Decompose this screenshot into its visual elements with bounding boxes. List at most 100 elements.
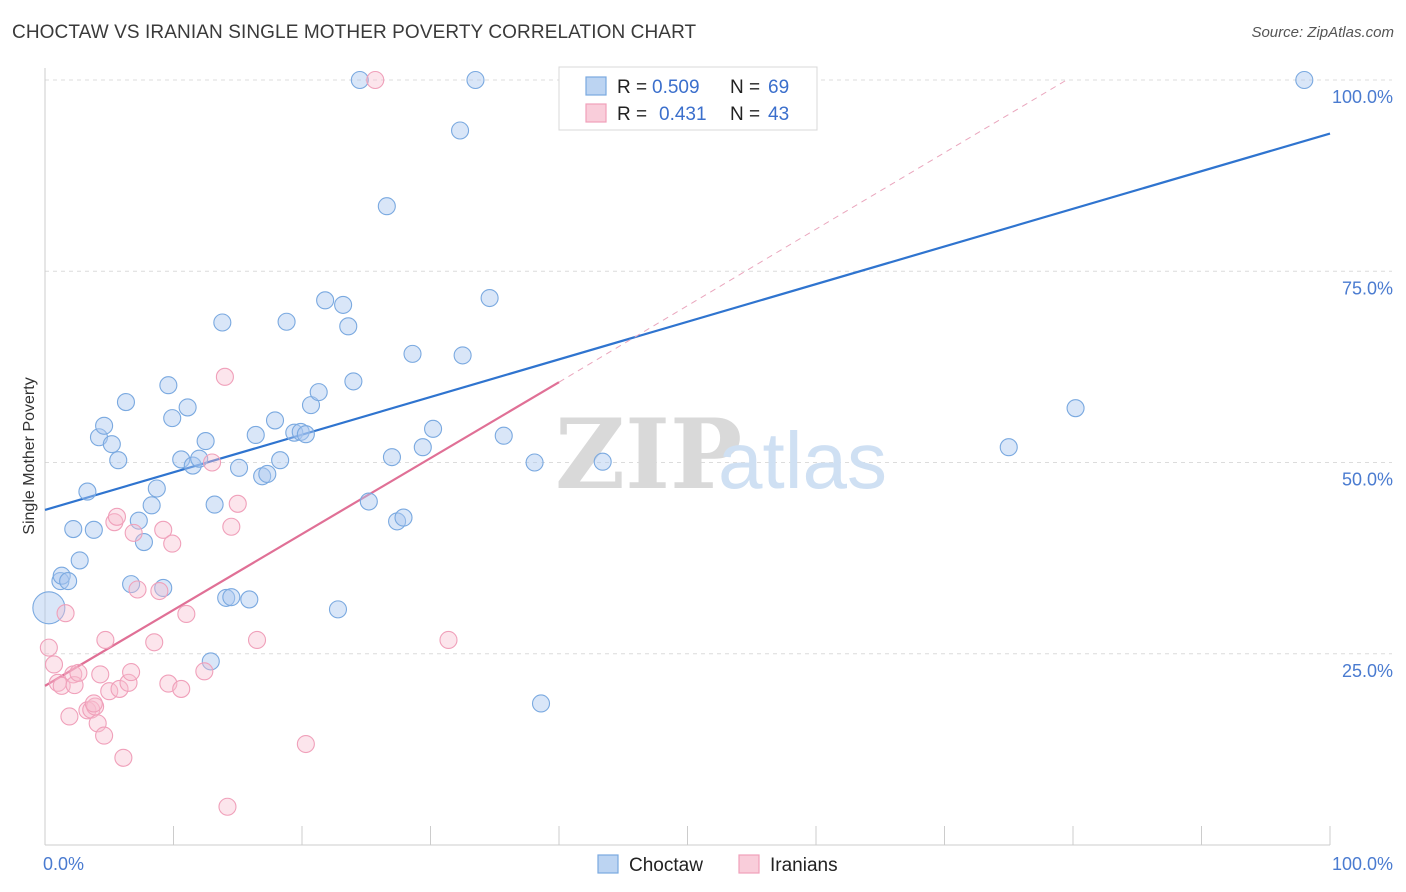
point-choctaw-12	[116, 393, 136, 412]
point-iranians-15	[96, 630, 115, 650]
point-choctaw-38	[285, 423, 304, 442]
point-choctaw-19	[159, 376, 178, 395]
y-tick-label-1: 50.0%	[1342, 470, 1393, 490]
point-iranians-21	[119, 673, 138, 692]
point-iranians-18	[107, 507, 127, 526]
point-choctaw-49	[359, 492, 378, 511]
point-iranians-27	[154, 520, 173, 539]
point-iranians-40	[366, 70, 385, 90]
point-choctaw-37	[277, 312, 296, 331]
bottom-legend-choctaw: Choctaw	[629, 855, 703, 876]
point-choctaw-63	[531, 694, 551, 713]
y-tick-label-3: 100.0%	[1332, 87, 1393, 107]
legend-r-label-1: R =	[617, 77, 647, 98]
point-choctaw-42	[309, 383, 328, 402]
point-choctaw-55	[413, 438, 432, 457]
point-choctaw-9	[95, 416, 114, 435]
bottom-legend-iranians: Iranians	[770, 855, 838, 876]
y-tick-labels: 25.0% 50.0% 75.0% 100.0%	[1332, 87, 1393, 681]
point-iranians-32	[195, 662, 214, 681]
axes	[44, 68, 1331, 846]
legend-n-label-1: N =	[730, 77, 760, 98]
point-choctaw-56	[424, 419, 443, 438]
point-choctaw-36	[271, 451, 290, 470]
point-choctaw-30	[229, 458, 249, 477]
point-choctaw-25	[196, 432, 215, 451]
x-tick-label-0: 0.0%	[43, 854, 84, 874]
grid-lines	[45, 79, 1392, 655]
point-choctaw-0	[32, 591, 66, 625]
point-choctaw-15	[134, 533, 153, 552]
point-iranians-38	[247, 630, 267, 650]
data-points	[32, 70, 1314, 816]
point-choctaw-58	[453, 346, 472, 365]
point-choctaw-10	[102, 435, 121, 454]
point-choctaw-51	[382, 448, 402, 467]
point-iranians-37	[228, 494, 247, 513]
point-choctaw-22	[178, 398, 197, 417]
point-choctaw-20	[163, 409, 182, 428]
legend-r-value-1: 0.509	[652, 77, 700, 98]
point-choctaw-34	[258, 464, 277, 484]
point-iranians-36	[222, 517, 241, 536]
point-choctaw-32	[246, 425, 265, 445]
bottom-legend-swatch-choctaw	[597, 854, 619, 874]
trendlines	[44, 79, 1331, 687]
point-iranians-14	[95, 726, 114, 745]
point-choctaw-47	[344, 372, 363, 391]
point-choctaw-44	[328, 600, 348, 619]
point-choctaw-31	[240, 590, 259, 609]
legend-r-value-2: 0.431	[659, 104, 707, 125]
point-choctaw-69	[201, 652, 220, 671]
point-iranians-31	[177, 604, 196, 624]
point-iranians-42	[84, 694, 103, 713]
watermark-atlas: atlas	[718, 416, 887, 505]
point-choctaw-46	[339, 317, 358, 336]
point-choctaw-68	[1295, 70, 1314, 90]
point-iranians-22	[122, 663, 141, 682]
point-iranians-41	[439, 630, 458, 650]
point-choctaw-27	[213, 313, 232, 332]
trendline-choctaw	[44, 132, 1331, 511]
legend-swatch-choctaw	[585, 76, 607, 96]
point-choctaw-48	[350, 70, 369, 90]
y-axis-title: Single Mother Poverty	[21, 377, 38, 534]
legend-n-value-1: 69	[768, 77, 789, 98]
point-choctaw-6	[78, 482, 97, 501]
point-iranians-1	[44, 655, 64, 674]
legend-n-value-2: 43	[768, 104, 789, 125]
point-choctaw-21	[172, 450, 191, 469]
x-tick-label-1: 100.0%	[1332, 854, 1393, 874]
point-iranians-19	[110, 679, 129, 698]
point-choctaw-64	[593, 452, 612, 471]
point-choctaw-53	[394, 508, 413, 527]
bottom-legend: Choctaw Iranians	[597, 854, 838, 876]
point-iranians-26	[150, 581, 169, 601]
legend-swatch-iranians	[585, 103, 607, 123]
point-iranians-20	[114, 748, 133, 767]
point-choctaw-40	[296, 425, 315, 444]
watermark-zip: ZIP	[555, 398, 742, 511]
point-iranians-35	[218, 797, 237, 816]
point-choctaw-59	[466, 70, 485, 90]
point-iranians-5	[60, 707, 79, 726]
point-choctaw-35	[265, 411, 285, 430]
point-iranians-29	[163, 534, 182, 553]
point-iranians-30	[172, 679, 191, 698]
point-iranians-34	[215, 367, 234, 386]
point-choctaw-43	[316, 291, 335, 310]
point-choctaw-45	[334, 295, 353, 314]
point-choctaw-61	[494, 426, 513, 445]
point-choctaw-3	[59, 572, 78, 591]
chart-title: CHOCTAW VS IRANIAN SINGLE MOTHER POVERTY…	[12, 22, 697, 43]
point-choctaw-62	[525, 453, 544, 472]
point-iranians-8	[69, 663, 88, 682]
point-choctaw-67	[1066, 399, 1085, 418]
point-iranians-3	[52, 676, 71, 695]
point-choctaw-4	[64, 520, 83, 539]
point-iranians-4	[56, 604, 75, 623]
point-choctaw-11	[109, 451, 128, 470]
point-choctaw-54	[403, 344, 422, 363]
point-choctaw-57	[451, 121, 470, 140]
